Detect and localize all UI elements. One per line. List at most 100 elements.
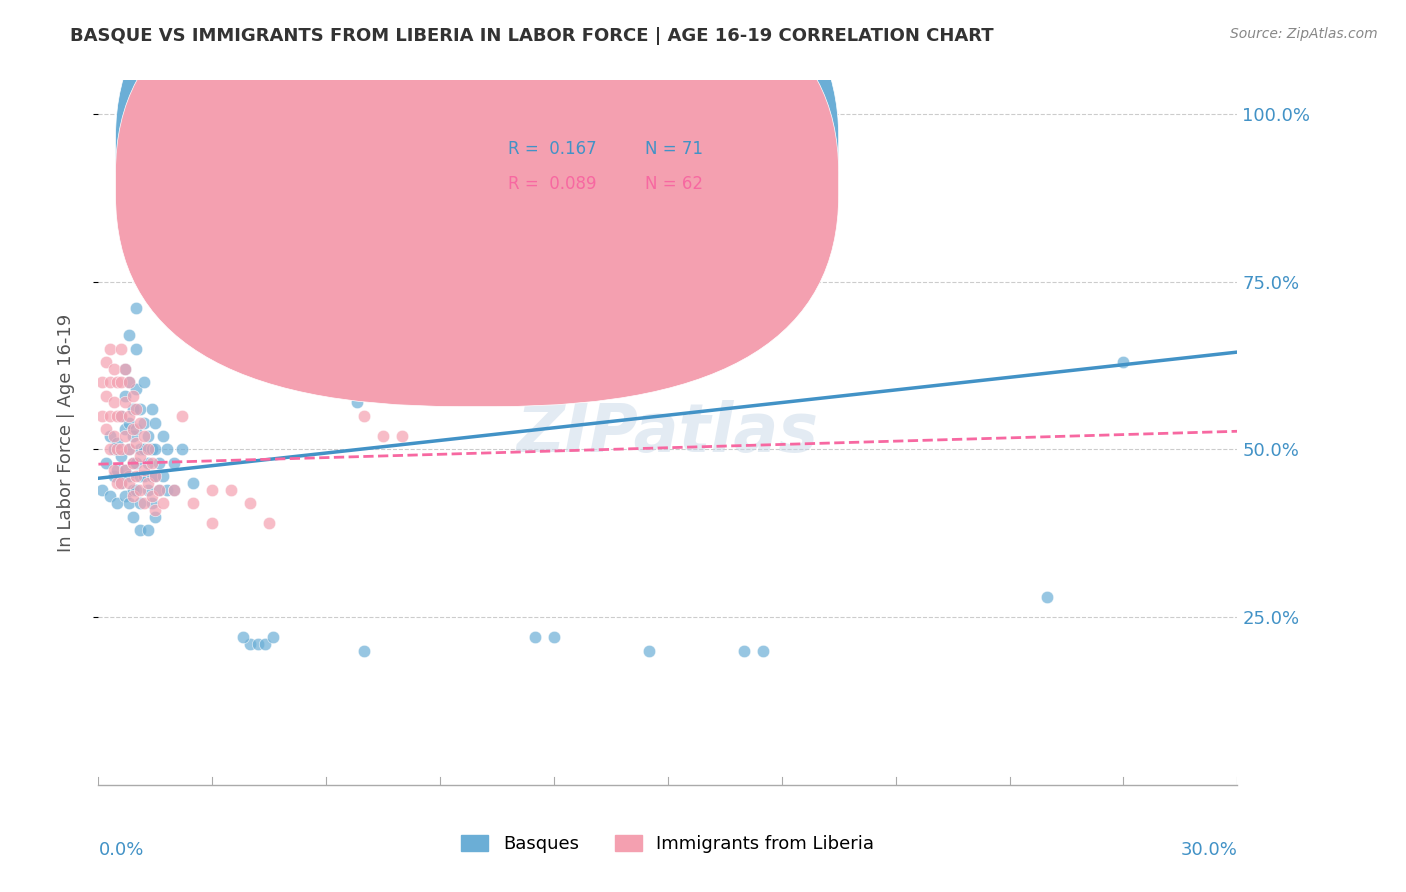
- Basques: [94, 456, 117, 470]
- Immigrants from Liberia: [107, 376, 129, 390]
- Basques: [107, 496, 129, 510]
- Immigrants from Liberia: [107, 475, 129, 490]
- Immigrants from Liberia: [118, 442, 141, 457]
- Immigrants from Liberia: [163, 483, 186, 497]
- Immigrants from Liberia: [98, 342, 121, 356]
- Immigrants from Liberia: [129, 449, 152, 463]
- Basques: [163, 483, 186, 497]
- Basques: [103, 469, 125, 483]
- Immigrants from Liberia: [141, 456, 163, 470]
- Basques: [156, 241, 179, 255]
- Basques: [98, 489, 121, 503]
- Basques: [136, 523, 159, 537]
- Legend: Basques, Immigrants from Liberia: Basques, Immigrants from Liberia: [454, 828, 882, 861]
- Immigrants from Liberia: [371, 429, 394, 443]
- Text: 30.0%: 30.0%: [1181, 841, 1237, 859]
- Basques: [91, 483, 114, 497]
- Immigrants from Liberia: [94, 355, 117, 369]
- Basques: [125, 456, 148, 470]
- Immigrants from Liberia: [98, 442, 121, 457]
- Basques: [129, 442, 152, 457]
- Basques: [121, 429, 143, 443]
- Basques: [239, 637, 262, 651]
- Basques: [152, 469, 174, 483]
- Basques: [221, 268, 243, 282]
- Basques: [752, 644, 775, 658]
- Basques: [114, 462, 136, 476]
- Immigrants from Liberia: [110, 409, 132, 423]
- Text: ZIPatlas: ZIPatlas: [517, 400, 818, 466]
- Basques: [467, 107, 489, 121]
- Immigrants from Liberia: [94, 422, 117, 436]
- Basques: [125, 382, 148, 396]
- Basques: [129, 402, 152, 417]
- Basques: [114, 389, 136, 403]
- Immigrants from Liberia: [125, 402, 148, 417]
- Basques: [114, 422, 136, 436]
- Basques: [118, 442, 141, 457]
- Immigrants from Liberia: [114, 395, 136, 409]
- Immigrants from Liberia: [221, 483, 243, 497]
- Immigrants from Liberia: [118, 409, 141, 423]
- Immigrants from Liberia: [110, 376, 132, 390]
- Immigrants from Liberia: [114, 362, 136, 376]
- Basques: [125, 342, 148, 356]
- FancyBboxPatch shape: [434, 119, 776, 225]
- Basques: [125, 301, 148, 316]
- Text: R =  0.167: R = 0.167: [509, 140, 598, 158]
- Basques: [156, 442, 179, 457]
- Immigrants from Liberia: [91, 376, 114, 390]
- Basques: [232, 630, 254, 644]
- Basques: [346, 395, 368, 409]
- Basques: [118, 496, 141, 510]
- Basques: [107, 435, 129, 450]
- Immigrants from Liberia: [391, 429, 413, 443]
- Immigrants from Liberia: [148, 483, 170, 497]
- Immigrants from Liberia: [107, 409, 129, 423]
- Basques: [183, 254, 205, 268]
- Text: BASQUE VS IMMIGRANTS FROM LIBERIA IN LABOR FORCE | AGE 16-19 CORRELATION CHART: BASQUE VS IMMIGRANTS FROM LIBERIA IN LAB…: [70, 27, 994, 45]
- Basques: [118, 469, 141, 483]
- Basques: [170, 221, 193, 235]
- Basques: [145, 509, 167, 524]
- Basques: [136, 483, 159, 497]
- Immigrants from Liberia: [152, 496, 174, 510]
- Immigrants from Liberia: [132, 429, 155, 443]
- Immigrants from Liberia: [107, 442, 129, 457]
- Immigrants from Liberia: [141, 489, 163, 503]
- Basques: [141, 402, 163, 417]
- Immigrants from Liberia: [353, 409, 375, 423]
- Basques: [183, 475, 205, 490]
- Text: 0.0%: 0.0%: [98, 841, 143, 859]
- Immigrants from Liberia: [98, 409, 121, 423]
- Basques: [148, 483, 170, 497]
- Immigrants from Liberia: [136, 442, 159, 457]
- Immigrants from Liberia: [183, 496, 205, 510]
- Immigrants from Liberia: [239, 496, 262, 510]
- Immigrants from Liberia: [145, 469, 167, 483]
- Basques: [581, 355, 603, 369]
- Basques: [136, 429, 159, 443]
- Basques: [129, 496, 152, 510]
- Basques: [145, 442, 167, 457]
- Basques: [121, 456, 143, 470]
- FancyBboxPatch shape: [115, 0, 839, 371]
- Basques: [98, 429, 121, 443]
- Basques: [638, 644, 661, 658]
- Basques: [201, 281, 224, 295]
- Basques: [141, 496, 163, 510]
- Basques: [411, 342, 433, 356]
- Basques: [125, 483, 148, 497]
- Basques: [132, 376, 155, 390]
- Immigrants from Liberia: [125, 435, 148, 450]
- Immigrants from Liberia: [118, 376, 141, 390]
- Basques: [246, 637, 269, 651]
- Immigrants from Liberia: [125, 469, 148, 483]
- Basques: [118, 376, 141, 390]
- Basques: [121, 483, 143, 497]
- Immigrants from Liberia: [103, 362, 125, 376]
- Immigrants from Liberia: [145, 503, 167, 517]
- Immigrants from Liberia: [121, 489, 143, 503]
- Immigrants from Liberia: [110, 475, 132, 490]
- Basques: [353, 644, 375, 658]
